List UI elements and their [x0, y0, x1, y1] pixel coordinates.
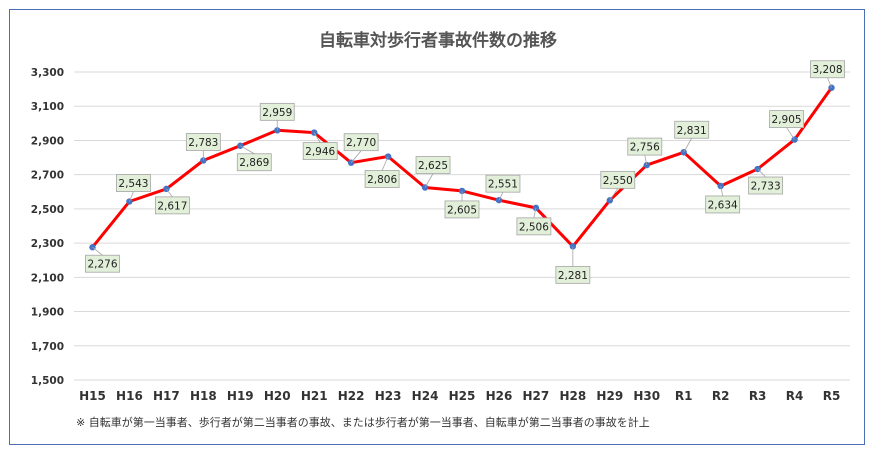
y-tick-label: 2,300: [31, 238, 64, 250]
svg-text:2,634: 2,634: [708, 199, 738, 211]
svg-text:2,617: 2,617: [157, 200, 187, 212]
data-label: 2,281: [555, 246, 591, 284]
gridlines: [74, 71, 850, 381]
data-label: 2,869: [236, 145, 272, 172]
data-label: 2,543: [116, 174, 151, 202]
y-tick-label: 2,500: [31, 204, 64, 216]
data-label: 2,770: [343, 133, 379, 163]
svg-text:2,770: 2,770: [346, 137, 376, 149]
svg-text:2,281: 2,281: [558, 270, 588, 282]
series-line: [91, 86, 833, 249]
x-tick-label: H15: [79, 389, 106, 403]
data-label: 2,946: [302, 132, 338, 160]
data-label: 2,831: [674, 120, 710, 153]
svg-text:2,806: 2,806: [367, 174, 397, 186]
svg-text:2,946: 2,946: [305, 146, 335, 158]
series-markers: [89, 84, 835, 251]
svg-text:2,276: 2,276: [87, 259, 117, 271]
x-tick-label: H22: [338, 389, 365, 403]
x-tick-label: H28: [559, 389, 586, 403]
svg-text:2,831: 2,831: [677, 125, 707, 137]
x-tick-label: R3: [749, 389, 767, 403]
x-tick-label: H16: [116, 389, 143, 403]
y-tick-label: 1,700: [31, 341, 64, 353]
x-tick-label: H29: [596, 389, 623, 403]
data-label: 2,550: [600, 170, 636, 201]
x-tick-label: H25: [449, 389, 476, 403]
data-label: 2,625: [415, 156, 451, 188]
svg-text:2,605: 2,605: [447, 204, 477, 216]
svg-text:2,905: 2,905: [772, 114, 802, 126]
x-tick-label: H20: [264, 389, 291, 403]
svg-text:2,959: 2,959: [262, 107, 292, 119]
svg-text:2,783: 2,783: [188, 137, 218, 149]
line-chart: 自転車対歩行者事故件数の推移 1,500 1,700 1,900 2,100 2,300…: [31, 30, 850, 429]
x-tick-label: H21: [301, 389, 328, 403]
svg-text:3,208: 3,208: [812, 64, 842, 76]
data-labels: 2,276 2,543 2,617 2,783 2,869 2,959 2,946 2,770…: [85, 60, 845, 284]
svg-text:2,869: 2,869: [239, 157, 269, 169]
x-tick-label: H30: [633, 389, 660, 403]
data-label: 2,733: [748, 168, 784, 195]
x-tick-label: R4: [786, 389, 804, 403]
x-tick-label: H23: [375, 389, 402, 403]
data-label: 2,551: [485, 174, 521, 201]
y-tick-label: 1,900: [31, 307, 64, 319]
y-axis-ticks: 1,500 1,700 1,900 2,100 2,300 2,500 2,700 2,900…: [31, 67, 64, 387]
chart-title: 自転車対歩行者事故件数の推移: [319, 30, 557, 51]
chart-footnote: ※ 自転車が第一当事者、歩行者が第二当事者の事故、または歩行者が第一当事者、自転…: [76, 415, 650, 429]
data-label: 2,506: [516, 207, 552, 236]
data-label: 2,783: [185, 133, 221, 161]
chart-frame: 自転車対歩行者事故件数の推移 1,500 1,700 1,900 2,100 2,300…: [9, 9, 865, 445]
data-label: 2,634: [705, 185, 741, 214]
x-tick-label: H27: [523, 389, 550, 403]
data-label: 2,756: [627, 137, 663, 166]
x-tick-label: R5: [823, 389, 841, 403]
data-label: 2,617: [154, 188, 190, 215]
data-label: 3,208: [810, 60, 845, 88]
series-line-path: [91, 86, 833, 249]
x-tick-label: R1: [675, 389, 693, 403]
x-tick-label: H18: [190, 389, 217, 403]
x-tick-label: R2: [712, 389, 730, 403]
y-tick-label: 2,100: [31, 272, 64, 284]
svg-text:2,756: 2,756: [630, 142, 660, 154]
svg-text:2,543: 2,543: [118, 178, 148, 190]
svg-text:2,506: 2,506: [519, 221, 549, 233]
svg-text:2,625: 2,625: [418, 160, 448, 172]
y-tick-label: 2,700: [31, 170, 64, 182]
x-tick-label: H17: [153, 389, 180, 403]
x-tick-label: H26: [486, 389, 513, 403]
x-tick-label: H24: [412, 389, 439, 403]
svg-text:2,733: 2,733: [751, 181, 781, 193]
x-tick-label: H19: [227, 389, 254, 403]
data-label: 2,806: [364, 156, 400, 188]
x-axis-ticks: H15 H16 H17 H18 H19 H20 H21 H22 H23 H24 H25 H26 H27 H…: [79, 389, 840, 403]
data-label: 2,905: [769, 110, 804, 140]
data-label: 2,605: [444, 190, 480, 219]
y-tick-label: 3,300: [31, 67, 64, 79]
data-point: [828, 84, 835, 91]
y-tick-label: 2,900: [31, 135, 64, 147]
y-tick-label: 3,100: [31, 101, 64, 113]
svg-text:2,551: 2,551: [488, 179, 518, 191]
data-label: 2,276: [85, 246, 120, 273]
y-tick-label: 1,500: [31, 375, 64, 387]
svg-text:2,550: 2,550: [603, 175, 633, 187]
data-label: 2,959: [259, 102, 295, 131]
